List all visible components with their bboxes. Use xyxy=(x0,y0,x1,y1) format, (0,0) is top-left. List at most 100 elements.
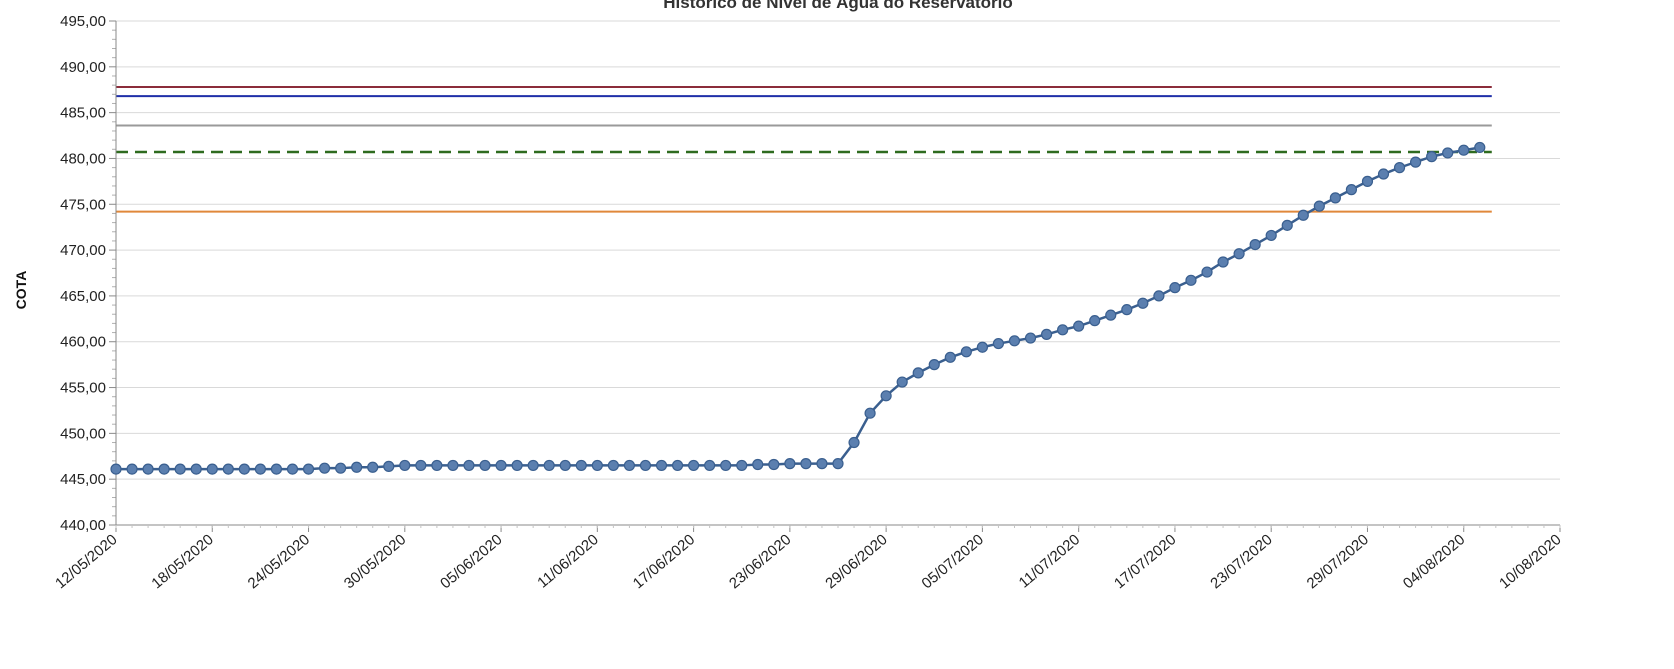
x-tick-label: 18/05/2020 xyxy=(148,531,216,592)
x-tick-label: 11/06/2020 xyxy=(534,531,602,592)
x-tick-labels: 12/05/2020 18/05/2020 24/05/2020 30/05/2020… xyxy=(52,531,1564,592)
y-tick-labels: 440,00 445,00 450,00 455,00 460,00 465,00 470,… xyxy=(60,13,106,534)
data-point xyxy=(463,459,475,472)
data-point xyxy=(1313,200,1325,212)
data-point xyxy=(367,461,379,473)
data-point xyxy=(1040,328,1053,340)
data-point xyxy=(1409,156,1422,168)
x-tick-label: 05/07/2020 xyxy=(919,531,987,592)
y-tick-label: 490,00 xyxy=(60,59,106,76)
data-point xyxy=(1185,274,1197,286)
data-point xyxy=(495,459,507,472)
data-point xyxy=(1474,141,1486,154)
data-point xyxy=(752,458,764,471)
data-point xyxy=(944,351,956,363)
y-tick-label: 465,00 xyxy=(60,288,106,305)
data-point xyxy=(912,367,924,379)
data-point xyxy=(575,459,587,472)
data-point xyxy=(1057,324,1069,336)
x-tick-label: 23/06/2020 xyxy=(726,531,794,592)
data-point xyxy=(928,359,940,371)
x-tick-label: 24/05/2020 xyxy=(245,531,313,592)
data-point xyxy=(720,459,732,472)
data-point xyxy=(687,459,700,472)
data-point xyxy=(1201,266,1213,278)
data-point xyxy=(399,459,411,472)
data-point xyxy=(190,463,202,475)
data-point xyxy=(1249,238,1261,251)
data-point xyxy=(1008,335,1021,347)
x-tick-label: 29/06/2020 xyxy=(822,531,890,592)
data-point xyxy=(302,463,315,475)
y-tick-label: 450,00 xyxy=(60,425,106,442)
data-point xyxy=(1217,256,1229,268)
data-point xyxy=(1265,229,1277,242)
x-tick-label: 29/07/2020 xyxy=(1304,531,1372,592)
chart-title: Histórico de Nível de Água do Reservatór… xyxy=(663,0,1013,12)
y-tick-label: 485,00 xyxy=(60,105,106,122)
data-point xyxy=(559,459,571,472)
series-line xyxy=(116,146,1480,471)
reference-lines xyxy=(116,85,1492,213)
data-point xyxy=(800,458,812,470)
data-point xyxy=(511,459,523,472)
data-point xyxy=(270,463,283,475)
x-tick-label: 30/05/2020 xyxy=(341,531,409,592)
data-point xyxy=(1233,248,1245,260)
data-point xyxy=(736,459,748,472)
y-tick-label: 480,00 xyxy=(60,150,106,167)
data-point xyxy=(960,346,972,358)
x-tick-label: 10/08/2020 xyxy=(1496,531,1564,592)
data-point xyxy=(543,459,555,472)
data-point xyxy=(1361,175,1374,187)
x-tick-label: 11/07/2020 xyxy=(1016,531,1084,592)
data-point xyxy=(607,459,619,472)
data-point xyxy=(318,462,331,474)
data-point xyxy=(1169,282,1181,294)
data-point xyxy=(1345,184,1358,196)
data-point xyxy=(623,459,636,472)
data-point xyxy=(1024,332,1037,344)
y-tick-label: 455,00 xyxy=(60,380,106,397)
data-point xyxy=(880,390,892,402)
data-point xyxy=(222,463,234,475)
y-tick-label: 495,00 xyxy=(60,13,106,30)
data-point xyxy=(1458,144,1470,156)
data-point xyxy=(848,436,860,449)
grid xyxy=(116,20,1560,480)
data-point xyxy=(816,458,828,470)
data-point xyxy=(655,459,668,472)
data-point xyxy=(527,459,539,472)
data-point xyxy=(1393,162,1406,174)
x-tick-label: 12/05/2020 xyxy=(52,531,120,592)
data-point xyxy=(431,459,443,472)
x-tick-label: 05/06/2020 xyxy=(437,531,505,592)
data-point xyxy=(174,463,186,475)
data-point xyxy=(1137,297,1149,309)
data-point xyxy=(142,463,154,475)
y-axis-title: COTA xyxy=(13,271,29,310)
data-point xyxy=(1281,219,1293,231)
data-point xyxy=(1073,320,1085,332)
data-point xyxy=(110,463,122,475)
data-point xyxy=(1329,192,1341,204)
data-point xyxy=(976,341,989,353)
data-point xyxy=(1121,304,1133,316)
x-tick-label: 04/08/2020 xyxy=(1400,531,1468,592)
y-tick-label: 460,00 xyxy=(60,334,106,351)
data-point xyxy=(479,459,491,472)
data-point xyxy=(238,463,250,475)
data-point xyxy=(351,461,363,473)
data-point xyxy=(784,458,796,470)
data-point xyxy=(704,459,716,472)
data-point xyxy=(415,459,427,472)
data-point xyxy=(864,407,876,419)
data-point xyxy=(158,463,170,475)
y-tick-label: 445,00 xyxy=(60,471,106,488)
data-point xyxy=(896,376,908,388)
data-point xyxy=(671,459,684,472)
data-point xyxy=(1089,315,1101,327)
data-point xyxy=(1442,147,1454,159)
data-point xyxy=(591,459,603,472)
